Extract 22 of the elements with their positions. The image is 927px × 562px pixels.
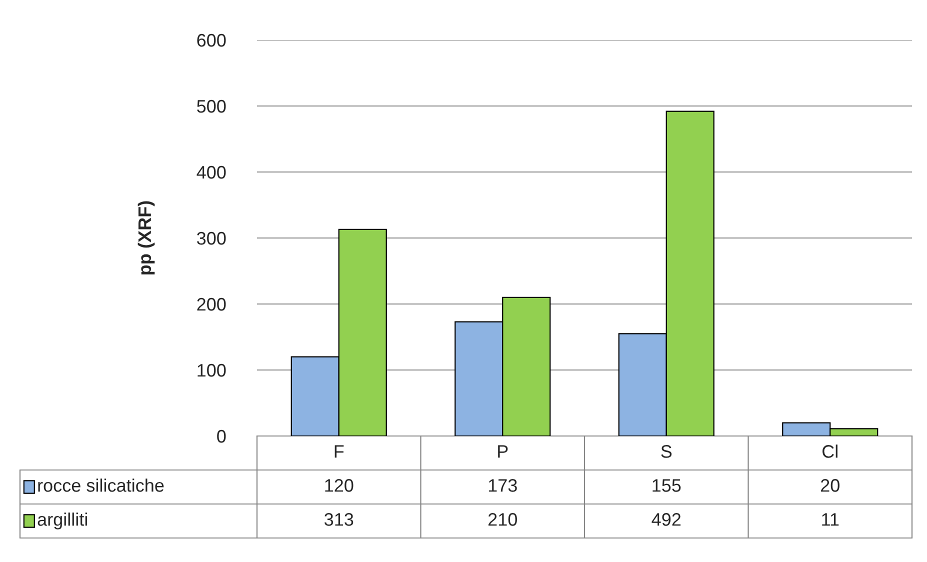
legend-label: argilliti	[38, 512, 87, 530]
data-label: 492	[652, 513, 681, 526]
data-label: 120	[325, 479, 354, 492]
data-label: 11	[822, 513, 839, 526]
y-tick-label: 200	[197, 298, 226, 311]
data-label: 210	[488, 513, 517, 526]
y-tick-label: 300	[197, 232, 226, 245]
x-tick-label: Cl	[822, 444, 838, 458]
x-tick-label: S	[661, 445, 672, 458]
data-label: 313	[324, 513, 354, 526]
y-tick-label: 100	[198, 364, 226, 377]
x-tick-label: F	[334, 445, 344, 458]
data-label: 155	[652, 479, 681, 492]
legend-label: rocce silicatiche	[38, 478, 164, 492]
y-tick-label: 500	[197, 100, 226, 113]
y-axis-title: pp (XRF)	[138, 201, 155, 274]
x-tick-label: P	[498, 445, 508, 458]
y-tick-label: 600	[197, 34, 226, 47]
y-tick-label: 400	[196, 166, 226, 179]
data-label: 173	[488, 479, 517, 492]
y-tick-label: 0	[217, 430, 226, 443]
data-label: 20	[820, 479, 840, 492]
